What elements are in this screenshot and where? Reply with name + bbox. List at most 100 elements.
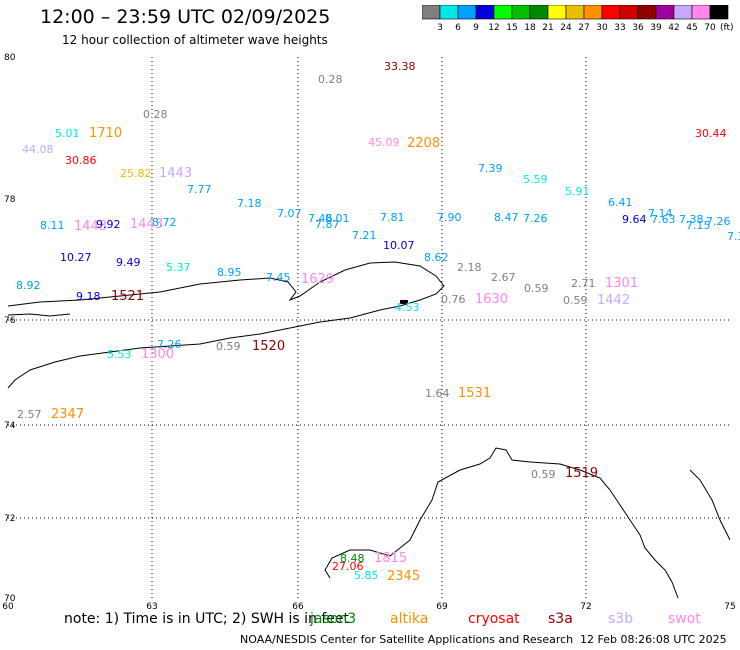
- wave-height-label: 10.07: [383, 239, 415, 252]
- wave-height-label: 0.59: [524, 282, 549, 295]
- wave-height-label: 8.01: [325, 212, 350, 225]
- wave-height-label: 9.49: [116, 256, 141, 269]
- colorbar-swatch: [529, 5, 549, 20]
- wave-height-colorbar: 3 6 9 12 15 18 21 24 27 30 33 36 39 42 45 70 (ft): [422, 5, 734, 33]
- wave-height-label: 8.72: [152, 216, 177, 229]
- wave-height-label: 7.15: [686, 219, 711, 232]
- latitude-label: 78: [4, 195, 16, 205]
- wave-height-label: 25.82: [120, 167, 152, 180]
- wave-height-label: 44.08: [22, 143, 54, 156]
- legend-cryosat: cryosat: [468, 611, 520, 627]
- colorbar-tick: 9: [473, 23, 479, 33]
- wave-height-label: 7.39: [478, 162, 503, 175]
- colorbar-swatch: [673, 5, 693, 20]
- colorbar-unit: (ft): [720, 23, 734, 33]
- colorbar-swatch: [583, 5, 603, 20]
- pass-time-label: 1520: [252, 339, 285, 354]
- legend-s3b: s3b: [608, 611, 634, 627]
- colorbar-swatch: [457, 5, 477, 20]
- colorbar-tick: 12: [488, 23, 499, 33]
- wave-height-label: 6.41: [608, 196, 633, 209]
- colorbar-tick: 24: [560, 23, 572, 33]
- wave-height-label: 8.11: [40, 219, 65, 232]
- latitude-label: 76: [4, 316, 16, 326]
- colorbar-swatch: [475, 5, 495, 20]
- chart-title: 12:00 – 23:59 UTC 02/09/2025: [40, 6, 331, 28]
- pass-time-label: 1521: [111, 289, 144, 304]
- pass-time-label: 2347: [51, 407, 84, 422]
- wave-height-label: 7.18: [237, 197, 262, 210]
- coastline-inlet: [7, 313, 71, 317]
- wave-height-label: 1.64: [425, 387, 450, 400]
- wave-height-label: 7.87: [315, 218, 340, 231]
- colorbar-tick: 39: [650, 23, 662, 33]
- pass-time-label: 2345: [387, 569, 420, 584]
- colorbar-tick: 42: [668, 23, 679, 33]
- latitude-label: 74: [4, 421, 16, 431]
- wave-height-label: 7.21: [352, 229, 377, 242]
- wave-height-label: 7.14: [648, 207, 673, 220]
- legend-swot: swot: [668, 611, 701, 627]
- wave-height-label: 7.77: [187, 183, 212, 196]
- latitude-label: 70: [4, 594, 16, 604]
- wave-height-label: 30.86: [65, 154, 97, 167]
- wave-height-label: 5.59: [523, 173, 548, 186]
- wave-height-label: 7.81: [380, 211, 405, 224]
- wave-height-label: 10.27: [60, 251, 92, 264]
- wave-height-label: 5.37: [166, 261, 191, 274]
- wave-height-label: 8.48: [340, 552, 365, 565]
- colorbar-tick: 36: [632, 23, 644, 33]
- colorbar-tick: 27: [578, 23, 589, 33]
- legend-s3a: s3a: [548, 611, 573, 627]
- colorbar-swatch: [565, 5, 585, 20]
- wave-height-label: 7.07: [277, 207, 302, 220]
- colorbar-swatch: [619, 5, 639, 20]
- wave-height-label: 0.59: [563, 294, 588, 307]
- wave-height-label: 7.63: [651, 213, 676, 226]
- longitude-label: 60: [2, 602, 14, 612]
- pass-time-label: 1443: [159, 166, 192, 181]
- pass-time-label: 1531: [458, 386, 491, 401]
- pass-time-label: 1442: [597, 293, 630, 308]
- colorbar-swatch: [439, 5, 459, 20]
- wave-height-label: 2.57: [17, 408, 42, 421]
- colorbar-swatch: [709, 5, 729, 20]
- colorbar-tick: 21: [542, 23, 553, 33]
- wave-height-label: 45.09: [368, 136, 400, 149]
- colorbar-swatch: [547, 5, 567, 20]
- wave-height-label: 9.18: [76, 290, 101, 303]
- pass-time-label: 1630: [475, 292, 508, 307]
- wave-height-label: 9.92: [96, 218, 121, 231]
- coastline-east: [689, 469, 731, 541]
- latitude-label: 72: [4, 514, 15, 524]
- pass-time-label: 1443: [74, 219, 107, 234]
- colorbar-tick: 33: [614, 23, 625, 33]
- wave-height-label: 7.26: [157, 338, 182, 351]
- wave-height-label: 7.3: [727, 230, 740, 243]
- island-marker: [400, 300, 408, 304]
- credit-text: NOAA/NESDIS Center for Satellite Applica…: [240, 633, 574, 646]
- wave-height-label: 0.28: [318, 73, 343, 86]
- wave-height-label: 7.46: [308, 212, 333, 225]
- wave-height-label: 7.45: [266, 271, 291, 284]
- wave-height-label: 7.90: [437, 211, 462, 224]
- pass-time-label: 1519: [565, 466, 598, 481]
- timestamp-text: 12 Feb 08:26:08 UTC 2025: [580, 633, 727, 646]
- colorbar-swatch: [637, 5, 657, 20]
- pass-time-label: 1815: [374, 551, 407, 566]
- longitude-label: 72: [580, 602, 591, 612]
- colorbar-tick: 70: [704, 23, 716, 33]
- wave-height-label: 7.26: [523, 212, 548, 225]
- wave-height-label: 7.38: [679, 213, 704, 226]
- colorbar-tick: 15: [506, 23, 517, 33]
- pass-time-label: 1301: [605, 276, 638, 291]
- coastline-north: [7, 261, 445, 389]
- chart-subtitle: 12 hour collection of altimeter wave hei…: [62, 33, 328, 47]
- wave-height-label: 8.47: [494, 211, 519, 224]
- pass-time-label: 1443: [130, 217, 163, 232]
- colorbar-tick: 3: [437, 23, 443, 33]
- wave-height-label: 2.71: [571, 277, 596, 290]
- colorbar-tick: 45: [686, 23, 697, 33]
- note-text: note: 1) Time is in UTC; 2) SWH is in fe…: [64, 611, 350, 627]
